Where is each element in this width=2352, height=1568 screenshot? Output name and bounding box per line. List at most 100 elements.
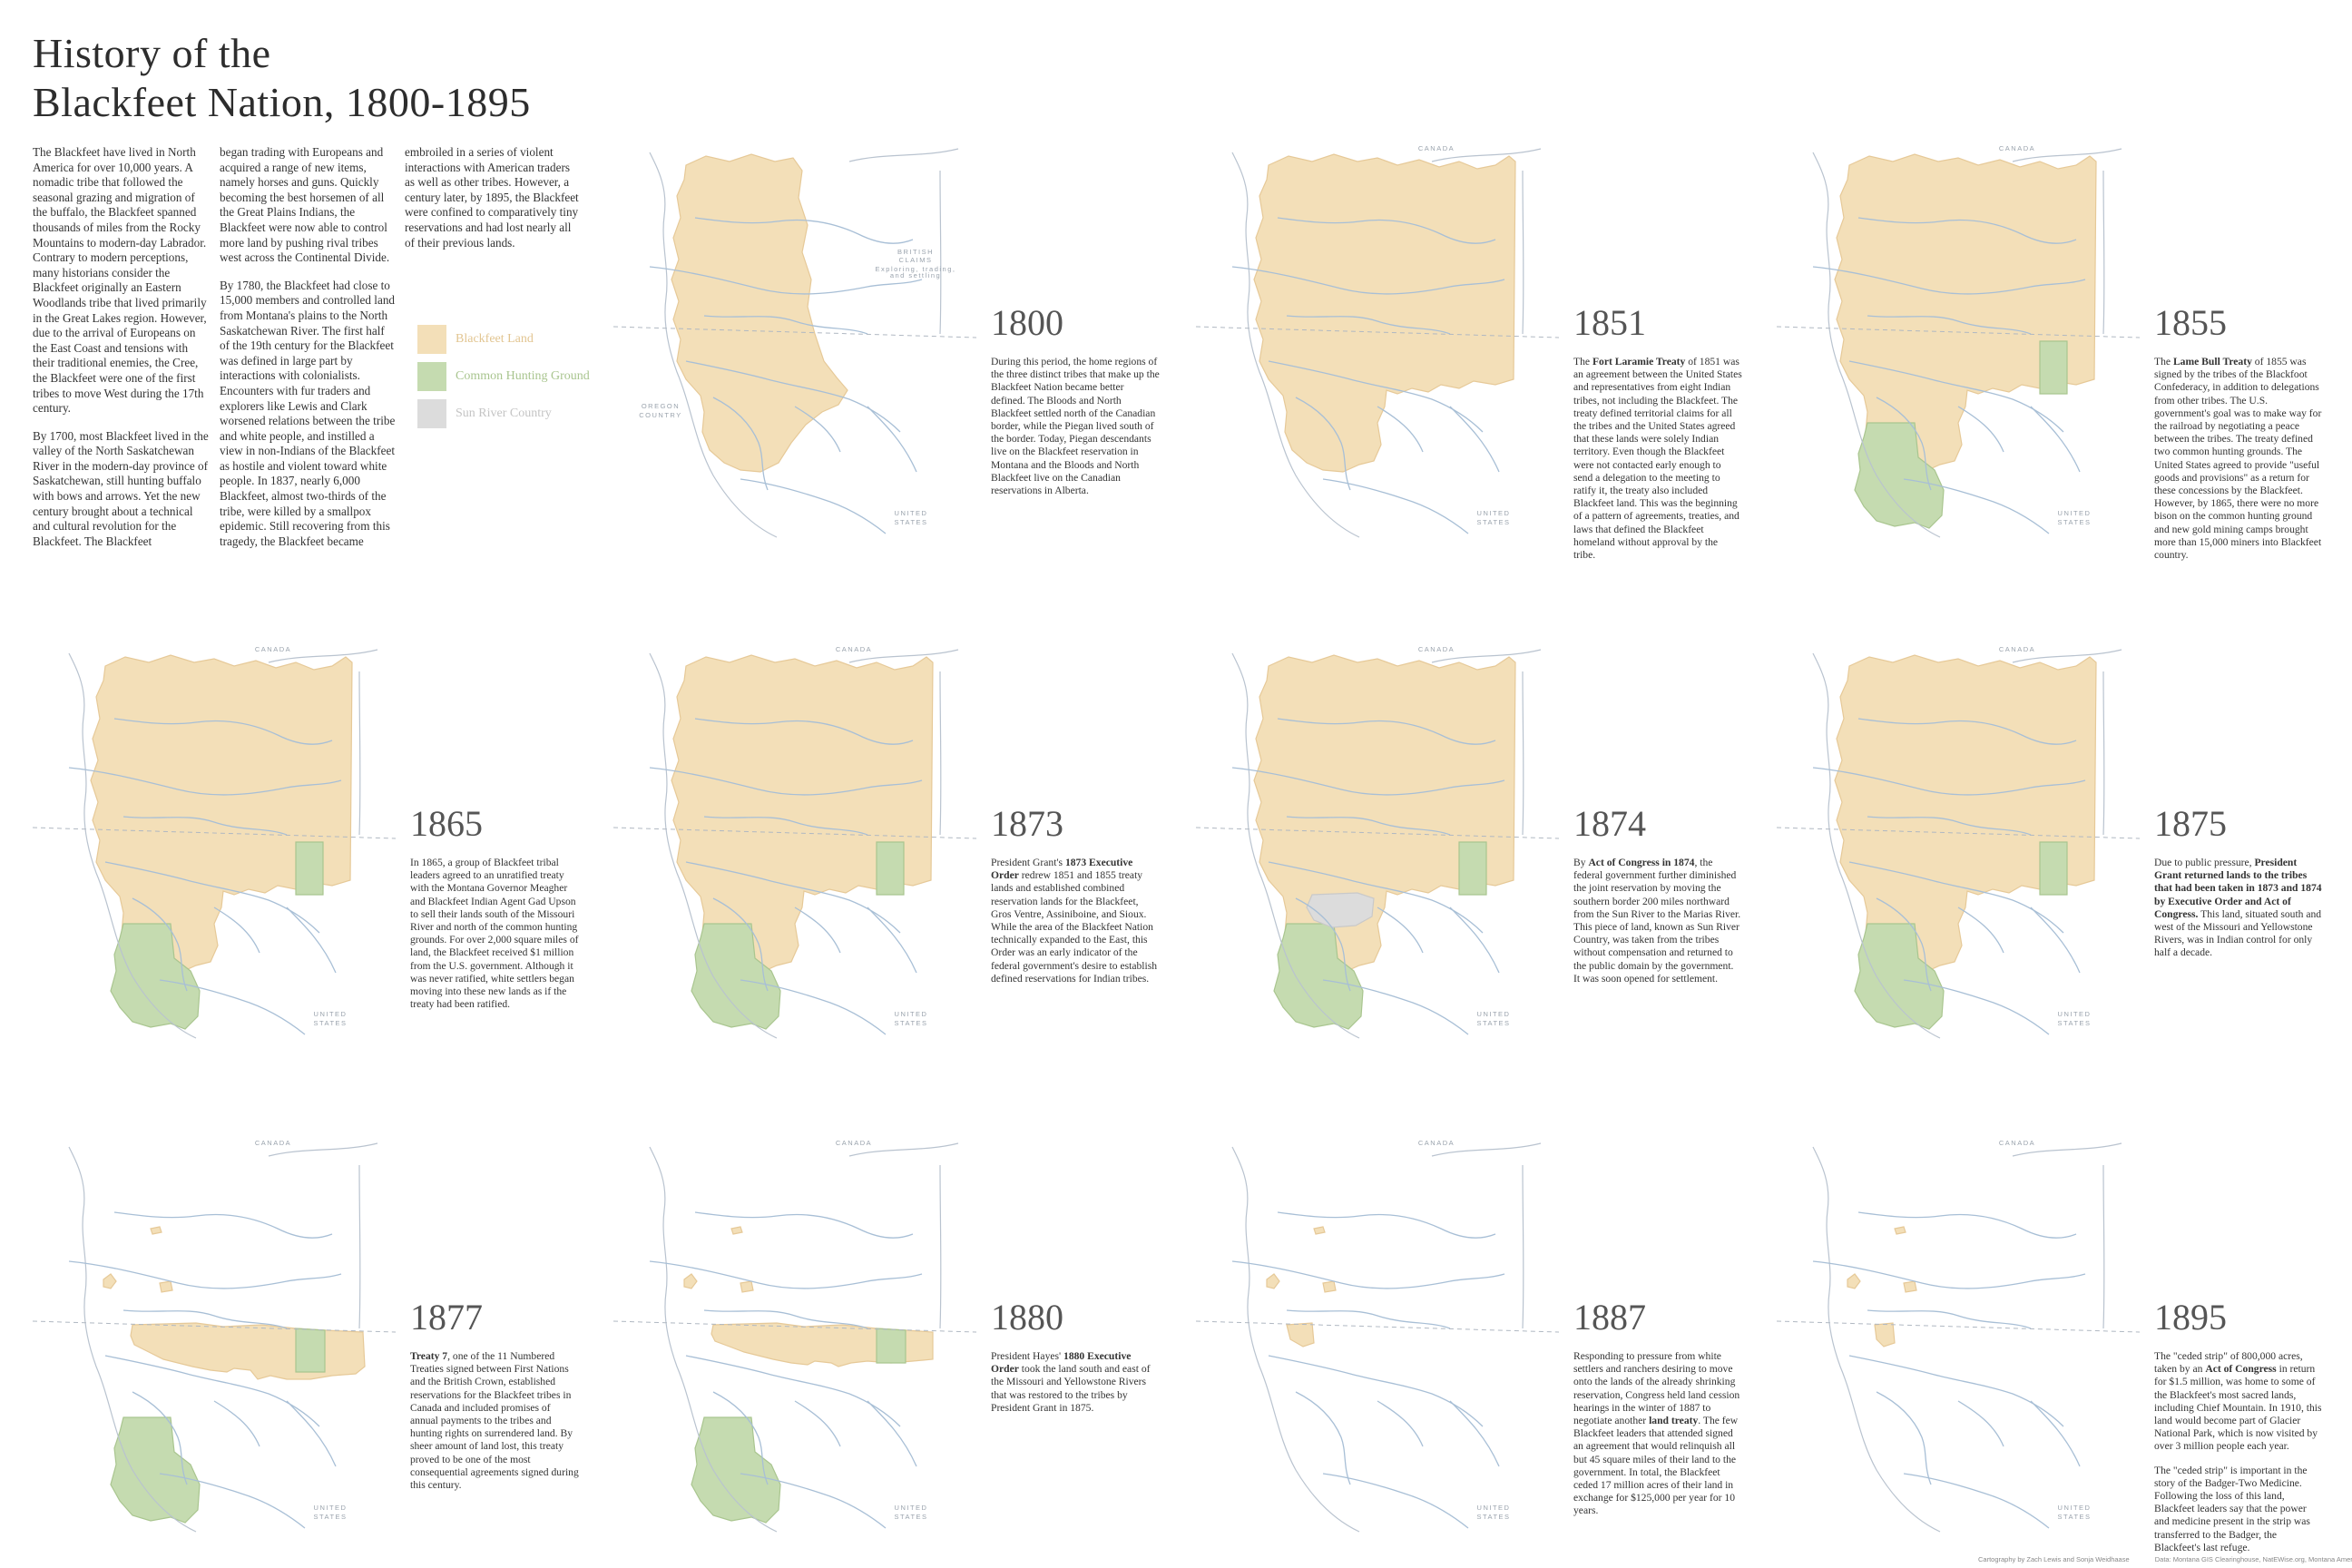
label-united: UNITED bbox=[895, 1504, 928, 1512]
period-description: Treaty 7, one of the 11 Numbered Treatie… bbox=[410, 1350, 579, 1503]
canada-us-border bbox=[33, 827, 396, 839]
region-outline bbox=[649, 1142, 959, 1533]
canadian-reserve bbox=[150, 1226, 162, 1235]
canadian-reserve bbox=[730, 1226, 743, 1235]
description-paragraph: Due to public pressure, President Grant … bbox=[2154, 857, 2323, 960]
canada-us-border bbox=[1196, 326, 1559, 338]
river-line bbox=[132, 1391, 188, 1485]
river-line bbox=[1231, 266, 1505, 295]
river-line bbox=[1867, 315, 2032, 335]
intro-paragraph: The Blackfeet have lived in North Americ… bbox=[33, 145, 207, 416]
description-text: of 1851 was an agreement between the Uni… bbox=[1573, 356, 1742, 562]
river-line bbox=[1286, 1309, 1451, 1329]
label-united: UNITED bbox=[1477, 1010, 1511, 1018]
label-united: UNITED bbox=[314, 1504, 348, 1512]
label-country: COUNTRY bbox=[639, 411, 681, 419]
river-line bbox=[132, 897, 188, 992]
legend-swatch-hunting bbox=[417, 362, 446, 391]
label-british: BRITISH bbox=[897, 248, 934, 256]
description-paragraph: President Grant's 1873 Executive Order r… bbox=[991, 857, 1160, 985]
description-text: The bbox=[2154, 356, 2173, 368]
highlighted-term: 1880 Executive Order bbox=[991, 1350, 1132, 1376]
river-line bbox=[685, 861, 901, 934]
western-hunting-ground bbox=[691, 923, 781, 1030]
label-states: STATES bbox=[313, 1019, 347, 1027]
river-line bbox=[1957, 406, 2004, 453]
label-united: UNITED bbox=[314, 1010, 348, 1018]
description-text: Due to public pressure, bbox=[2154, 857, 2255, 868]
year-label: 1887 bbox=[1573, 1297, 1646, 1338]
label-canada: CANADA bbox=[1418, 645, 1455, 653]
river-line bbox=[1957, 1400, 2004, 1447]
blackfeet-land-area bbox=[1834, 654, 2097, 974]
river-line bbox=[1286, 816, 1451, 836]
river-line bbox=[867, 406, 917, 473]
description-paragraph: President Hayes' 1880 Executive Order to… bbox=[991, 1350, 1160, 1415]
river-line bbox=[2030, 406, 2081, 473]
map-panel-1880: CANADA UNITED STATES 1880 President Hayes' 1… bbox=[613, 1129, 1194, 1555]
highlighted-term: Act of Congress bbox=[2205, 1363, 2277, 1376]
river-line bbox=[1295, 397, 1351, 491]
legend-swatch-sun-river bbox=[417, 399, 446, 428]
map-panel-1851: CANADA UNITED STATES 1851 The Fort Laramie T… bbox=[1196, 134, 1777, 561]
region-outline bbox=[1231, 148, 1542, 538]
reservation-area bbox=[1286, 1322, 1315, 1348]
intro-paragraph: By 1780, the Blackfeet had close to 15,0… bbox=[220, 278, 396, 548]
river-line bbox=[867, 906, 917, 974]
label-united: UNITED bbox=[895, 1010, 928, 1018]
canadian-reserve bbox=[1313, 1226, 1326, 1235]
river-line bbox=[1377, 1400, 1424, 1447]
label-canada: CANADA bbox=[1418, 1139, 1455, 1147]
river-line bbox=[1268, 1355, 1484, 1427]
highlighted-term: Lame Bull Treaty bbox=[2172, 356, 2252, 368]
canada-us-border bbox=[1777, 326, 2140, 338]
river-line bbox=[2030, 1400, 2081, 1467]
year-label: 1877 bbox=[410, 1297, 483, 1338]
river-line bbox=[104, 1355, 320, 1427]
description-text: , the federal government further diminis… bbox=[1573, 857, 1741, 985]
eastern-hunting-ground bbox=[2039, 340, 2068, 395]
river-line bbox=[113, 718, 333, 745]
description-text: The "ceded strip" of 800,000 acres, take… bbox=[2154, 1350, 2303, 1376]
region-outline bbox=[1231, 1142, 1542, 1533]
river-line bbox=[1812, 1260, 2086, 1289]
river-line bbox=[1449, 906, 1500, 974]
river-line bbox=[1867, 816, 2032, 836]
description-paragraph: The "ceded strip" of 800,000 acres, take… bbox=[2154, 1350, 2323, 1454]
legend-item-sun-river: Sun River Country bbox=[417, 397, 590, 430]
description-text: During this period, the home regions of … bbox=[991, 356, 1160, 497]
region-outline bbox=[68, 1142, 378, 1533]
region-outline bbox=[1812, 1142, 2122, 1533]
river-line bbox=[1903, 979, 2050, 1035]
western-hunting-ground bbox=[1854, 923, 1945, 1030]
period-description: Due to public pressure, President Grant … bbox=[2154, 857, 2323, 971]
description-text: of 1855 was signed by the tribes of the … bbox=[2154, 356, 2322, 562]
label-canada: CANADA bbox=[1999, 144, 2035, 152]
river-line bbox=[68, 1260, 342, 1289]
map-panel-1875: CANADA UNITED STATES 1875 Due to public pres… bbox=[1777, 635, 2352, 1062]
river-line bbox=[1322, 979, 1469, 1035]
river-line bbox=[122, 816, 288, 836]
intro-paragraph: embroiled in a series of violent interac… bbox=[405, 145, 579, 250]
description-text: In 1865, a group of Blackfeet tribal lea… bbox=[410, 857, 579, 1011]
year-label: 1873 bbox=[991, 803, 1063, 844]
page-title: History of the Blackfeet Nation, 1800-18… bbox=[33, 29, 613, 127]
river-line bbox=[712, 897, 769, 992]
period-description: The Fort Laramie Treaty of 1851 was an a… bbox=[1573, 356, 1742, 573]
western-hunting-ground bbox=[110, 923, 201, 1030]
label-states: STATES bbox=[2057, 1019, 2091, 1027]
western-hunting-ground bbox=[1854, 422, 1945, 529]
map-panel-1874: CANADA UNITED STATES 1874 By Act of Congress… bbox=[1196, 635, 1777, 1062]
description-text: redrew 1851 and 1855 treaty lands and es… bbox=[991, 869, 1158, 985]
credit-data: Data: Montana GIS Clearinghouse, NatEWis… bbox=[2154, 1555, 2352, 1563]
period-description: In 1865, a group of Blackfeet tribal lea… bbox=[410, 857, 579, 1022]
region-outline bbox=[1812, 649, 2122, 1039]
river-line bbox=[1322, 478, 1469, 534]
description-paragraph: During this period, the home regions of … bbox=[991, 356, 1160, 497]
map-legend: Blackfeet Land Common Hunting Ground Sun… bbox=[417, 323, 590, 435]
year-label: 1851 bbox=[1573, 302, 1646, 343]
river-line bbox=[694, 718, 914, 745]
